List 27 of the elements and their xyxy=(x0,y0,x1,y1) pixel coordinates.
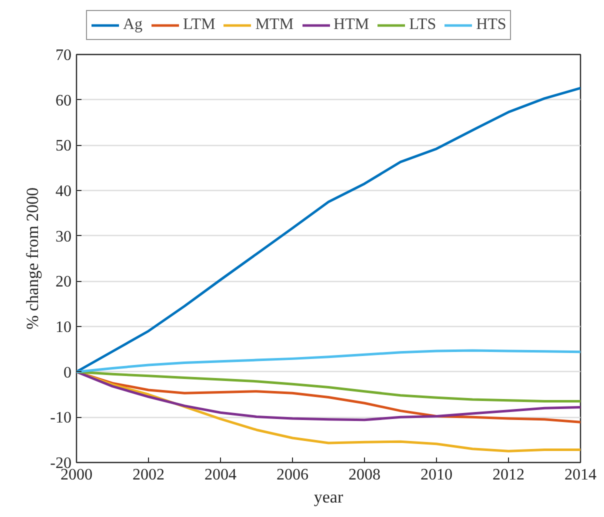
x-tick-label: 2008 xyxy=(348,466,380,484)
x-tick-label: 2002 xyxy=(132,466,164,484)
x-tick-label: 2006 xyxy=(276,466,308,484)
y-tick-label: -10 xyxy=(50,410,72,427)
line-series xyxy=(76,349,580,374)
y-tick-label: 30 xyxy=(56,228,72,246)
x-tick-label: 2014 xyxy=(564,466,596,484)
legend-label: HTM xyxy=(334,16,370,34)
y-tick-label: 50 xyxy=(56,138,72,155)
y-tick-label: 70 xyxy=(56,47,72,64)
legend-label: MTM xyxy=(255,16,294,34)
x-tick-label: 2004 xyxy=(204,466,236,484)
legend-label: Ag xyxy=(123,16,143,34)
line-series xyxy=(76,370,580,403)
legend-label: LTM xyxy=(183,16,216,34)
y-tick-label: 60 xyxy=(56,92,72,110)
y-tick-label: 10 xyxy=(56,319,72,336)
y-tick-label: 20 xyxy=(56,274,72,291)
x-axis-title: year xyxy=(314,488,344,506)
y-axis-title: % change from 2000 xyxy=(23,187,42,330)
x-tick-label: 2010 xyxy=(420,466,452,484)
y-tick-label: 0 xyxy=(64,364,72,382)
legend-label: HTS xyxy=(476,16,506,34)
y-tick-label: 40 xyxy=(56,183,72,200)
x-tick-label: 2012 xyxy=(492,466,524,484)
legend-label: LTS xyxy=(409,16,436,34)
line-series xyxy=(76,86,580,374)
